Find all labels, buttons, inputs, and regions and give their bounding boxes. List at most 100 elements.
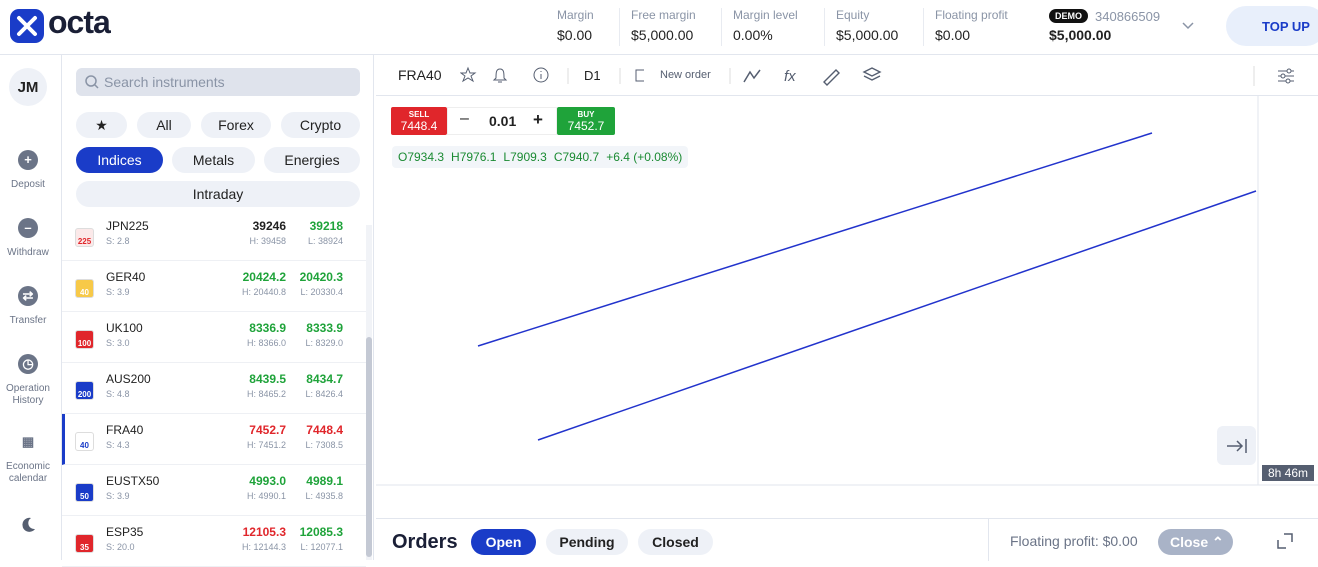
ohlc-value: +6.4 (+0.08%) xyxy=(606,150,683,164)
drawing-icons[interactable]: fx xyxy=(728,64,888,88)
qty[interactable]: 0.01 xyxy=(489,113,517,129)
high: H: 8366.0 xyxy=(246,338,286,348)
low: L: 7308.5 xyxy=(305,440,343,450)
high: H: 39458 xyxy=(249,236,286,246)
close-label: Close xyxy=(1170,534,1209,550)
stat-divider xyxy=(923,8,924,46)
instrument-panel: Search instruments ★ xyxy=(62,55,374,560)
nav-label[interactable]: Economic calendar xyxy=(6,461,50,484)
high: H: 12144.3 xyxy=(241,542,286,552)
toolbar: FRA40 D1 New order fx xyxy=(376,56,1318,96)
flag: 40 xyxy=(75,432,94,451)
orders-title: Orders xyxy=(392,531,458,553)
theme-icon[interactable] xyxy=(19,516,37,534)
instrument-row[interactable] xyxy=(62,312,366,363)
ohlc: O7934.3 H7976.1 L7909.3 C7940.7 +6.4 (+0.08%… xyxy=(392,146,689,168)
filter-chip[interactable]: Crypto xyxy=(281,112,360,138)
new-order[interactable]: New order xyxy=(660,69,711,81)
filter-chip[interactable]: Energies xyxy=(264,147,360,173)
close-button[interactable]: Close ⌃ xyxy=(1158,529,1233,555)
bid: 4993.0 xyxy=(249,474,286,488)
ohlc-value: L7909.3 xyxy=(503,150,547,164)
spread: S: 2.8 xyxy=(106,236,130,246)
demo-badge: DEMO xyxy=(1049,9,1088,23)
expand-icon[interactable] xyxy=(1276,532,1294,550)
sell-label: SELL xyxy=(408,110,430,119)
timeframe[interactable]: D1 xyxy=(584,68,601,83)
ohlc-value: O7934.3 xyxy=(398,150,445,164)
low: L: 38924 xyxy=(307,236,343,246)
instrument-row[interactable] xyxy=(62,465,366,516)
stat-value: $0.00 xyxy=(557,27,593,43)
settings-icon[interactable] xyxy=(1252,64,1312,88)
bid: 39246 xyxy=(252,219,286,233)
flag: 40 xyxy=(75,279,94,298)
avatar[interactable]: JM xyxy=(9,68,47,106)
filter-chip[interactable]: Indices xyxy=(76,147,163,173)
order-tab[interactable]: Closed xyxy=(638,529,713,555)
instrument-row[interactable] xyxy=(62,210,366,261)
favorites-chip[interactable]: ★ xyxy=(76,112,127,138)
high: H: 7451.2 xyxy=(246,440,286,450)
low: L: 20330.4 xyxy=(300,287,343,297)
nav-icon[interactable]: – xyxy=(18,218,38,238)
trade-panel: SELL 7448.4 – 0.01 + BUY 7452.7 xyxy=(390,107,616,135)
svg-text:fx: fx xyxy=(784,68,796,85)
stat-divider xyxy=(824,8,825,46)
nav-icon[interactable]: ◷ xyxy=(18,354,38,374)
flag: 35 xyxy=(75,534,94,553)
chevron[interactable] xyxy=(1181,19,1195,33)
search-icon xyxy=(85,75,99,89)
spread: S: 3.9 xyxy=(106,287,130,297)
sell-button[interactable]: SELL 7448.4 xyxy=(391,107,447,135)
nav-icon[interactable]: ▦ xyxy=(21,434,35,449)
stat-label: Floating profit xyxy=(935,8,1008,22)
channel-lower xyxy=(537,190,1257,441)
ask: 4989.1 xyxy=(306,474,343,488)
low: L: 8329.0 xyxy=(305,338,343,348)
symbol: ESP35 xyxy=(106,525,144,539)
order-tab[interactable]: Open xyxy=(471,529,536,555)
spread: S: 3.0 xyxy=(106,338,130,348)
filter-chip[interactable]: Intraday xyxy=(76,181,360,207)
stat-label: Margin level xyxy=(733,8,798,22)
logo-icon xyxy=(10,9,44,43)
search-box[interactable]: Search instruments xyxy=(76,68,360,96)
filter-chip[interactable]: Metals xyxy=(172,147,255,173)
qty-box xyxy=(447,107,557,135)
nav-icon[interactable]: ⇄ xyxy=(18,286,38,306)
symbol: JPN225 xyxy=(106,219,149,233)
ohlc-value: H7976.1 xyxy=(451,150,497,164)
instrument-row[interactable] xyxy=(62,261,366,312)
nav-label[interactable]: Transfer xyxy=(9,315,47,326)
toolbar-symbol: FRA40 xyxy=(398,67,442,83)
stat-value: 0.00% xyxy=(733,27,773,43)
brand: octa xyxy=(48,4,111,40)
floating-profit: Floating profit: $0.00 xyxy=(1010,533,1138,549)
instrument-row[interactable] xyxy=(62,363,366,414)
instrument-row[interactable] xyxy=(62,414,366,465)
account-id: 340866509 xyxy=(1095,9,1161,24)
nav-icon[interactable]: + xyxy=(18,150,38,170)
channel-upper xyxy=(477,132,1153,347)
toolbar-icons[interactable] xyxy=(460,66,650,86)
nav-label[interactable]: Operation History xyxy=(6,383,50,406)
nav-label[interactable]: Deposit xyxy=(11,179,45,190)
spread: S: 3.9 xyxy=(106,491,130,501)
spread: S: 4.3 xyxy=(106,440,130,450)
nav-label[interactable]: Withdraw xyxy=(7,247,49,258)
filter-chip[interactable]: All xyxy=(137,112,191,138)
filter-chip[interactable]: Forex xyxy=(201,112,271,138)
plus[interactable]: + xyxy=(533,110,543,129)
separator xyxy=(988,519,989,561)
stat-label: Margin xyxy=(557,8,594,22)
top-up-button[interactable]: TOP UP xyxy=(1226,6,1318,46)
order-tab[interactable]: Pending xyxy=(546,529,628,555)
header: octa Margin $0.00 Free margin $5,000.00 Marg… xyxy=(0,0,1318,55)
flag: 100 xyxy=(75,330,94,349)
buy-price: 7452.7 xyxy=(567,119,605,133)
buy-button[interactable]: BUY 7452.7 xyxy=(557,107,615,135)
stat-value: $5,000.00 xyxy=(631,27,694,43)
minus[interactable]: – xyxy=(460,110,469,127)
